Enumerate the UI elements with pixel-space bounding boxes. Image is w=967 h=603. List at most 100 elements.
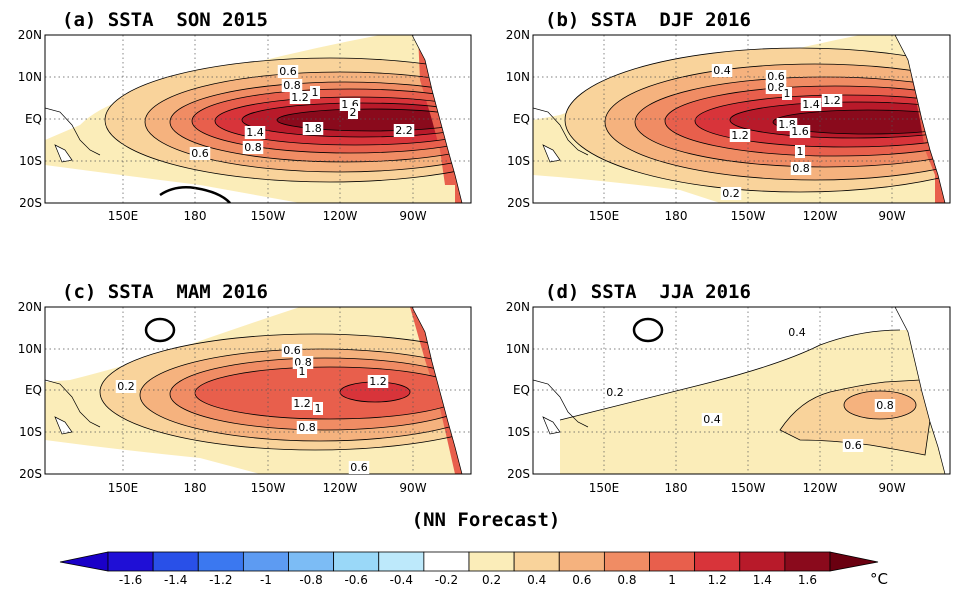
panel-title: (d) SSTA JJA 2016 bbox=[545, 281, 751, 303]
colorbar-cell bbox=[513, 551, 560, 572]
lon-tick-label: 150W bbox=[251, 209, 286, 223]
colorbar-unit: °C bbox=[870, 570, 888, 588]
lat-tick-label: 20N bbox=[506, 28, 530, 42]
lat-tick-label: 10N bbox=[18, 342, 42, 356]
colorbar-cell bbox=[333, 551, 380, 572]
lat-tick-label: 20N bbox=[18, 300, 42, 314]
colorbar-cell bbox=[558, 551, 605, 572]
lon-tick-label: 150E bbox=[108, 209, 139, 223]
lon-tick-label: 120W bbox=[803, 481, 838, 495]
contour-label: 0.2 bbox=[606, 386, 624, 399]
lon-tick-label: 150E bbox=[589, 209, 620, 223]
lon-tick-label: 180 bbox=[665, 481, 688, 495]
contour-label-box bbox=[348, 106, 358, 119]
contour-label: 0.6 bbox=[844, 439, 862, 452]
colorbar-cell bbox=[603, 551, 650, 572]
panel-d: (d) SSTA JJA 2016 20N 10N EQ 10S 20S bbox=[506, 281, 951, 495]
grid-lines bbox=[533, 35, 950, 203]
colorbar-tick-label: -1 bbox=[260, 573, 272, 587]
contour-label-box bbox=[291, 397, 313, 410]
colorbar-tick-label: 1 bbox=[668, 573, 676, 587]
contour-label-box bbox=[786, 326, 808, 339]
contour-label: 0.4 bbox=[703, 413, 721, 426]
colorbar-cell bbox=[784, 551, 831, 572]
lon-tick-label: 150W bbox=[731, 481, 766, 495]
contour-label: 0.6 bbox=[279, 65, 297, 78]
contour-label: 1.2 bbox=[731, 129, 749, 142]
lat-tick-label: 10S bbox=[507, 154, 530, 168]
contour-label: 0.2 bbox=[722, 187, 740, 200]
colorbar-cell bbox=[288, 551, 335, 572]
lat-tick-label: EQ bbox=[513, 112, 530, 126]
lon-tick-label: 90W bbox=[878, 481, 905, 495]
lat-tick-label: 10S bbox=[19, 154, 42, 168]
contour-labels: 0.6 0.8 1 0.2 1.2 1.2 1 0.8 0.6 bbox=[115, 344, 389, 474]
sst-contour-field bbox=[533, 307, 950, 474]
colorbar-tick-label: 1.6 bbox=[798, 573, 817, 587]
colorbar-cell bbox=[107, 551, 154, 572]
lon-tick-label: 90W bbox=[878, 209, 905, 223]
contour-label: 1.2 bbox=[369, 375, 387, 388]
contour-labels: 0.4 0.2 0.8 0.4 0.6 bbox=[604, 326, 896, 452]
map-frame bbox=[44, 306, 472, 475]
lat-tick-label: 20N bbox=[18, 28, 42, 42]
contour-label-box bbox=[310, 86, 320, 99]
contour-label: 0.8 bbox=[792, 162, 810, 175]
contour-label-box bbox=[701, 413, 723, 426]
contour-label-box bbox=[367, 375, 389, 388]
lat-tick-label: 20N bbox=[506, 300, 530, 314]
contour-label: 0.8 bbox=[283, 79, 301, 92]
lat-tick-label: EQ bbox=[25, 112, 42, 126]
colorbar-cell bbox=[197, 551, 244, 572]
colorbar-tick-label: 1.2 bbox=[708, 573, 727, 587]
contour-label: 1.4 bbox=[802, 98, 820, 111]
contour-label-box bbox=[821, 94, 843, 107]
colorbar-cell bbox=[694, 551, 741, 572]
lon-tick-label: 180 bbox=[184, 209, 207, 223]
contour-label: 0.8 bbox=[767, 81, 785, 94]
panel-a: (a) SSTA SON 2015 bbox=[18, 9, 472, 223]
contour-label: 1.2 bbox=[823, 94, 841, 107]
contour-label-box bbox=[302, 122, 324, 135]
contour-label: 0.8 bbox=[876, 399, 894, 412]
contour-label-box bbox=[790, 162, 812, 175]
lon-tick-label: 150W bbox=[251, 481, 286, 495]
colorbar-pos-arrow bbox=[829, 551, 879, 572]
colorbar-cell bbox=[423, 551, 470, 572]
colorbar-tick-label: -0.8 bbox=[299, 573, 322, 587]
lon-tick-label: 120W bbox=[323, 209, 358, 223]
contour-label: 1.2 bbox=[293, 397, 311, 410]
contour-label-box bbox=[842, 439, 864, 452]
lat-axis-labels: 20N 10N EQ 10S 20S bbox=[18, 28, 42, 210]
contour-label-box bbox=[604, 386, 626, 399]
colorbar-tick-label: -0.6 bbox=[344, 573, 367, 587]
lat-axis-labels: 20N 10N EQ 10S 20S bbox=[506, 300, 530, 481]
contour-label: 0.4 bbox=[788, 326, 806, 339]
panel-b: (b) SSTA DJF 2016 bbox=[506, 9, 951, 223]
grid-lines bbox=[533, 307, 950, 474]
lon-tick-label: 120W bbox=[323, 481, 358, 495]
contour-label: 0.6 bbox=[191, 147, 209, 160]
lat-axis-labels: 20N 10N EQ 10S 20S bbox=[506, 28, 530, 210]
contour-label-box bbox=[795, 145, 805, 158]
contour-label: 0.4 bbox=[713, 64, 731, 77]
contour-label-box bbox=[297, 365, 307, 378]
colorbar-cell bbox=[242, 551, 289, 572]
contour-label-box bbox=[313, 402, 323, 415]
map-frame bbox=[532, 306, 951, 475]
colorbar-tick-label: 0.8 bbox=[617, 573, 636, 587]
colorbar-tick-labels: -1.6 -1.4 -1.2 -1 -0.8 -0.6 -0.4 -0.2 0.2 0.4 0.6 0… bbox=[119, 573, 817, 587]
contour-labels: 0.6 0.8 1.2 1 1.6 2 1.4 1.8 2.2 0.6 0.8 bbox=[189, 65, 415, 160]
lon-tick-label: 90W bbox=[399, 209, 426, 223]
colorbar-tick-label: -1.2 bbox=[209, 573, 232, 587]
lat-tick-label: 20S bbox=[19, 467, 42, 481]
panel-title: (c) SSTA MAM 2016 bbox=[62, 281, 268, 303]
colorbar-cell bbox=[378, 551, 425, 572]
contour-label: 1 bbox=[299, 365, 306, 378]
colorbar-tick-label: -1.4 bbox=[164, 573, 187, 587]
contour-label-box bbox=[782, 87, 792, 100]
contour-label-box bbox=[765, 70, 787, 83]
lat-tick-label: 10S bbox=[19, 425, 42, 439]
contour-label-box bbox=[296, 421, 318, 434]
